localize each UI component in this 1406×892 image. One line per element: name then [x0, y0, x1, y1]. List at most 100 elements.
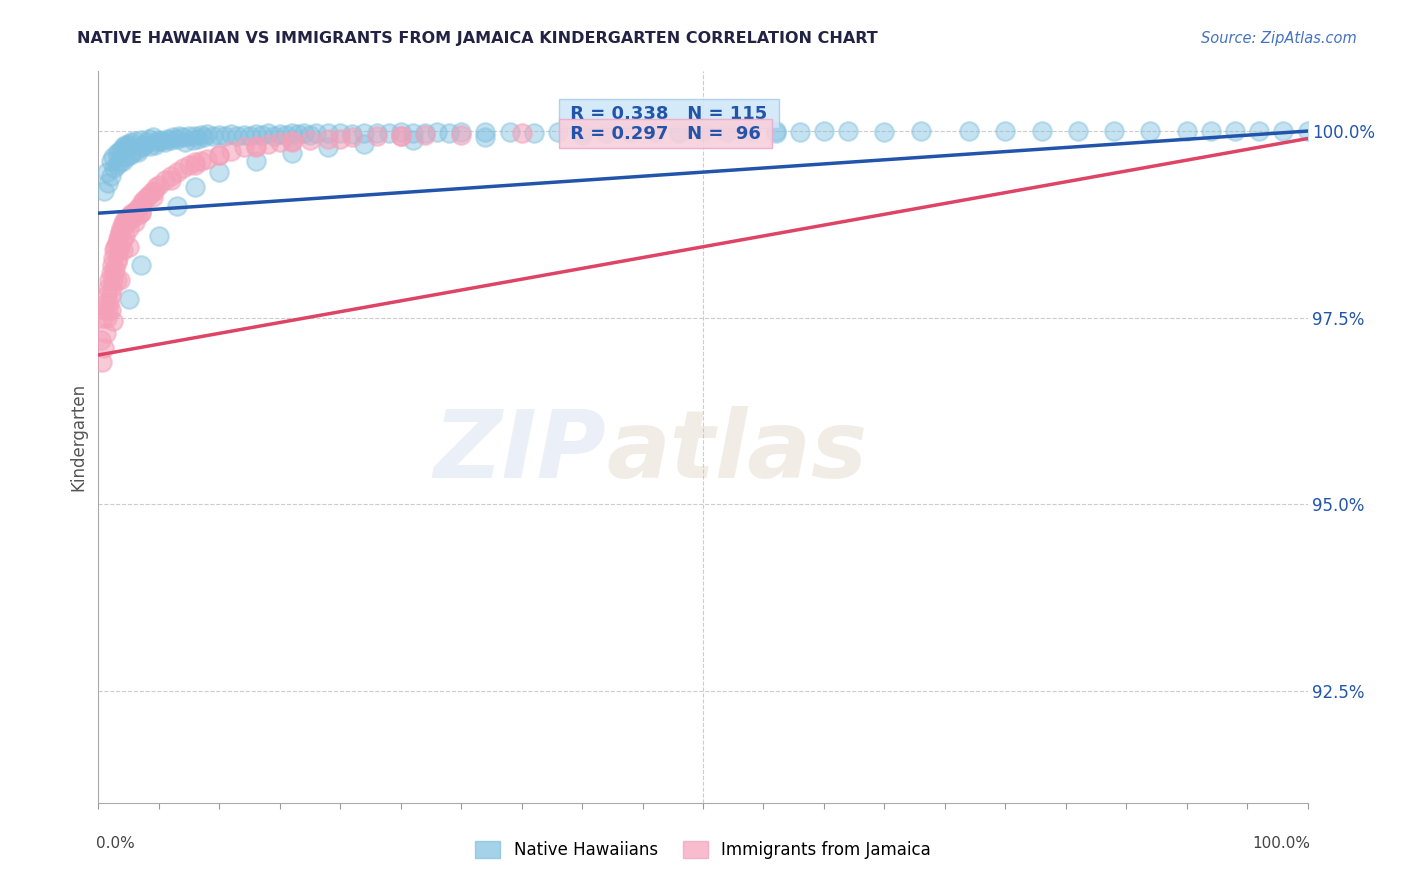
- Point: [142, 190, 165, 204]
- Point: [129, 204, 152, 219]
- Point: [98, 295, 121, 310]
- Point: [160, 169, 183, 183]
- Point: [104, 262, 127, 277]
- Point: [101, 150, 124, 164]
- Point: [910, 124, 932, 138]
- Point: [366, 126, 388, 140]
- Point: [245, 153, 267, 168]
- Point: [1067, 124, 1090, 138]
- Point: [105, 158, 128, 172]
- Point: [166, 131, 188, 145]
- Point: [595, 126, 617, 140]
- Point: [547, 125, 569, 139]
- Point: [111, 153, 134, 168]
- Point: [221, 127, 243, 141]
- Point: [498, 125, 520, 139]
- Point: [1296, 124, 1319, 138]
- Point: [172, 161, 194, 176]
- Point: [1223, 124, 1246, 138]
- Point: [91, 355, 114, 369]
- Point: [523, 126, 546, 140]
- Point: [281, 146, 304, 161]
- Text: R = 0.297   N =  96: R = 0.297 N = 96: [564, 125, 768, 143]
- Point: [120, 212, 142, 227]
- Point: [108, 228, 131, 243]
- Point: [100, 153, 122, 168]
- Point: [160, 172, 183, 186]
- Point: [118, 221, 141, 235]
- Point: [90, 333, 112, 347]
- Point: [134, 193, 156, 207]
- Point: [342, 127, 364, 141]
- Point: [305, 126, 328, 140]
- Point: [96, 165, 118, 179]
- Point: [111, 244, 134, 258]
- Point: [115, 150, 138, 164]
- Point: [118, 240, 141, 254]
- Point: [111, 232, 134, 246]
- Point: [994, 124, 1017, 138]
- Point: [143, 184, 166, 198]
- Point: [510, 126, 533, 140]
- Point: [256, 126, 278, 140]
- Point: [100, 288, 122, 302]
- Point: [115, 212, 138, 227]
- Point: [571, 125, 593, 139]
- Point: [110, 221, 132, 235]
- Point: [789, 125, 811, 139]
- Point: [450, 125, 472, 139]
- Point: [389, 129, 412, 144]
- Point: [100, 266, 122, 280]
- Point: [135, 135, 157, 149]
- Point: [108, 244, 131, 258]
- Point: [108, 145, 131, 159]
- Point: [221, 145, 243, 159]
- Point: [389, 125, 412, 139]
- Point: [174, 135, 197, 149]
- Point: [114, 137, 136, 152]
- Point: [813, 124, 835, 138]
- Point: [181, 133, 204, 147]
- Point: [316, 126, 339, 140]
- Point: [156, 131, 179, 145]
- Point: [100, 281, 122, 295]
- Point: [353, 136, 375, 151]
- Point: [245, 140, 267, 154]
- Point: [108, 225, 131, 239]
- Point: [269, 135, 291, 149]
- Point: [104, 240, 127, 254]
- Point: [129, 259, 152, 273]
- Point: [269, 127, 291, 141]
- Point: [101, 273, 124, 287]
- Point: [121, 146, 143, 161]
- Point: [105, 235, 128, 250]
- Point: [692, 124, 714, 138]
- Point: [97, 303, 120, 318]
- Point: [299, 128, 322, 142]
- Point: [1031, 124, 1053, 138]
- Point: [169, 129, 191, 144]
- Point: [184, 128, 207, 143]
- Point: [190, 153, 212, 168]
- Text: R = 0.338   N = 115: R = 0.338 N = 115: [564, 104, 773, 123]
- Point: [117, 215, 139, 229]
- Point: [195, 127, 218, 141]
- Point: [426, 125, 449, 139]
- Point: [97, 177, 120, 191]
- Point: [716, 125, 738, 139]
- Point: [329, 126, 352, 140]
- Point: [765, 124, 787, 138]
- Point: [103, 161, 125, 176]
- Point: [179, 129, 201, 144]
- Point: [329, 131, 352, 145]
- Point: [413, 126, 436, 140]
- Text: atlas: atlas: [606, 406, 868, 498]
- Point: [208, 165, 231, 179]
- Point: [292, 126, 315, 140]
- Point: [274, 128, 297, 142]
- Point: [184, 158, 207, 172]
- Point: [281, 134, 304, 148]
- Point: [135, 190, 157, 204]
- Point: [208, 148, 231, 162]
- Point: [134, 137, 156, 152]
